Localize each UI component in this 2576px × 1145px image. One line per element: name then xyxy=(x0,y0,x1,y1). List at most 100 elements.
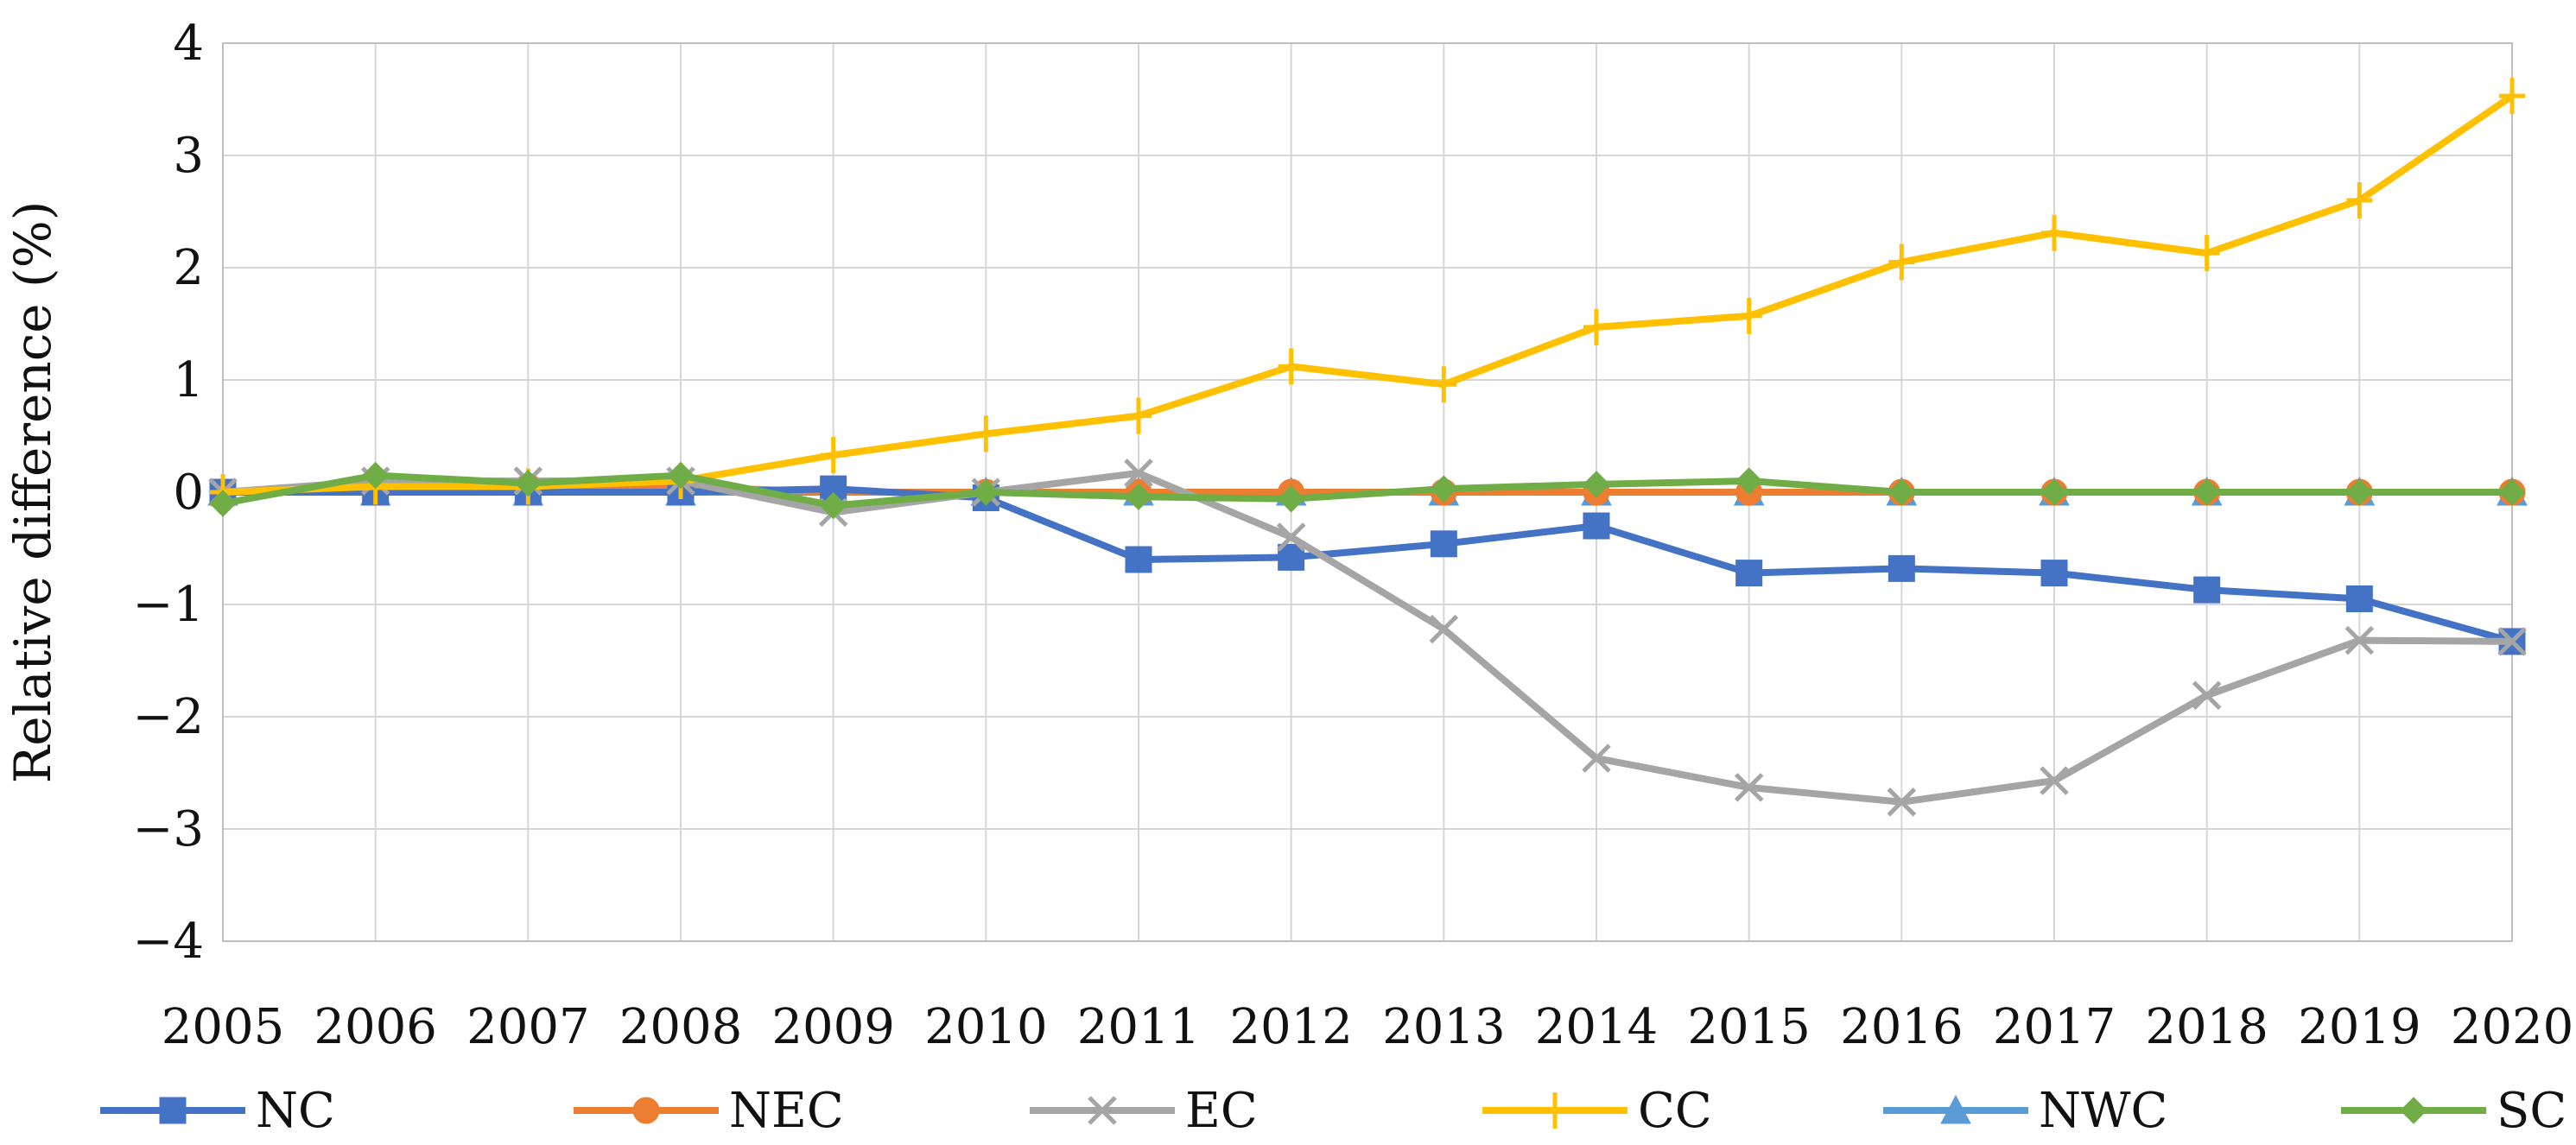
x-tick-label: 2020 xyxy=(2451,999,2574,1055)
diamond-marker xyxy=(1888,478,1916,506)
y-tick-label: −4 xyxy=(132,914,204,970)
x-marker xyxy=(1734,773,1764,802)
plus-marker xyxy=(820,437,847,474)
diamond-marker xyxy=(2040,478,2068,506)
y-tick-label: 3 xyxy=(173,128,204,184)
legend-item-nc: NC xyxy=(100,1083,335,1139)
diamond-marker xyxy=(209,490,237,517)
plus-marker xyxy=(1583,308,1609,345)
series xyxy=(207,78,2528,817)
y-tick-label: 4 xyxy=(173,16,204,72)
circle-marker xyxy=(632,1097,660,1124)
square-marker xyxy=(2040,560,2068,587)
y-tick-label: −3 xyxy=(132,801,204,857)
x-tick-label: 2007 xyxy=(466,999,590,1055)
y-tick-label: −2 xyxy=(132,689,204,745)
legend-item-nwc: NWC xyxy=(1883,1083,2167,1139)
plus-marker xyxy=(1126,397,1152,434)
x-marker xyxy=(1429,614,1459,644)
x-tick-label: 2017 xyxy=(1993,999,2116,1055)
legend-label: EC xyxy=(1185,1083,1258,1139)
diamond-marker xyxy=(2498,478,2526,506)
legend-item-ec: EC xyxy=(1030,1083,1258,1139)
square-marker xyxy=(1125,546,1152,573)
y-axis-label: Relative difference (%) xyxy=(3,201,62,784)
series-line xyxy=(223,485,2514,645)
x-tick-label: 2014 xyxy=(1535,999,1659,1055)
plus-marker xyxy=(1542,1092,1568,1129)
triangle-marker xyxy=(1940,1094,1971,1124)
plus-marker xyxy=(2041,214,2067,251)
legend-label: NWC xyxy=(2039,1083,2167,1139)
x-tick-label: 2015 xyxy=(1687,999,1811,1055)
plus-marker xyxy=(1278,348,1304,385)
x-tick-label: 2005 xyxy=(162,999,285,1055)
legend-item-cc: CC xyxy=(1482,1083,1712,1139)
diamond-marker xyxy=(819,491,847,520)
diamond-marker xyxy=(1735,467,1763,495)
x-tick-label: 2013 xyxy=(1382,999,1506,1055)
diamond-marker xyxy=(361,461,390,490)
x-marker xyxy=(2497,627,2527,656)
plus-marker xyxy=(2193,235,2220,272)
x-marker xyxy=(2344,625,2375,655)
diamond-marker xyxy=(1125,483,1152,510)
square-marker xyxy=(2193,576,2221,604)
diamond-marker xyxy=(2345,478,2374,506)
x-marker xyxy=(2192,680,2222,711)
y-tick-label: 1 xyxy=(173,352,204,408)
plus-marker xyxy=(1735,297,1762,334)
series-line xyxy=(222,471,2512,509)
diamond-marker xyxy=(667,461,695,490)
series-ec xyxy=(208,459,2527,817)
series-nc xyxy=(209,475,2526,655)
series-line xyxy=(222,92,2515,496)
plus-marker xyxy=(1431,366,1457,403)
plus-marker xyxy=(2346,182,2373,218)
x-tick-label: 2016 xyxy=(1840,999,1964,1055)
y-tick-label: −1 xyxy=(132,577,204,633)
x-tick-label: 2006 xyxy=(314,999,437,1055)
x-tick-label: 2011 xyxy=(1077,999,1201,1055)
x-marker xyxy=(1582,743,1611,773)
diamond-marker xyxy=(1430,475,1458,503)
x-marker xyxy=(1088,1096,1117,1125)
plus-marker xyxy=(973,415,999,452)
diamond-marker xyxy=(514,469,542,497)
diamond-marker xyxy=(1583,471,1610,498)
diamond-marker xyxy=(1277,485,1305,513)
legend-label: NEC xyxy=(729,1083,844,1139)
square-marker xyxy=(1888,554,1915,582)
x-tick-label: 2009 xyxy=(771,999,895,1055)
y-tick-label: 0 xyxy=(173,465,204,521)
square-marker xyxy=(1735,560,1763,587)
plus-marker xyxy=(1888,244,1915,281)
diamond-marker xyxy=(2400,1097,2427,1124)
x-tick-label: 2012 xyxy=(1229,999,1353,1055)
square-marker xyxy=(159,1097,187,1124)
square-marker xyxy=(2345,585,2373,612)
x-tick-label: 2008 xyxy=(619,999,743,1055)
plus-marker xyxy=(2499,78,2525,115)
square-marker xyxy=(1583,512,1610,540)
legend-label: CC xyxy=(1638,1083,1712,1139)
series-line xyxy=(222,469,2513,806)
x-marker xyxy=(1124,459,1153,488)
legend: NC NEC EC CC NWC SC xyxy=(100,1083,2566,1139)
diamond-marker xyxy=(2192,478,2221,506)
legend-label: SC xyxy=(2497,1083,2566,1139)
y-tick-label: 2 xyxy=(173,240,204,296)
series-sc xyxy=(209,461,2526,520)
x-marker xyxy=(1887,788,1917,817)
axes: 4 3 2 1 0 −1 −2 −3 −4 2005 2006 2007 2008 2009 2010 201… xyxy=(3,16,2573,1055)
legend-item-nec: NEC xyxy=(574,1083,844,1139)
x-tick-label: 2018 xyxy=(2145,999,2268,1055)
square-marker xyxy=(1430,530,1457,558)
legend-item-sc: SC xyxy=(2341,1083,2566,1139)
series-cc xyxy=(210,78,2525,510)
diamond-marker xyxy=(972,478,1000,506)
x-marker xyxy=(2040,766,2069,795)
x-marker xyxy=(1276,522,1306,552)
